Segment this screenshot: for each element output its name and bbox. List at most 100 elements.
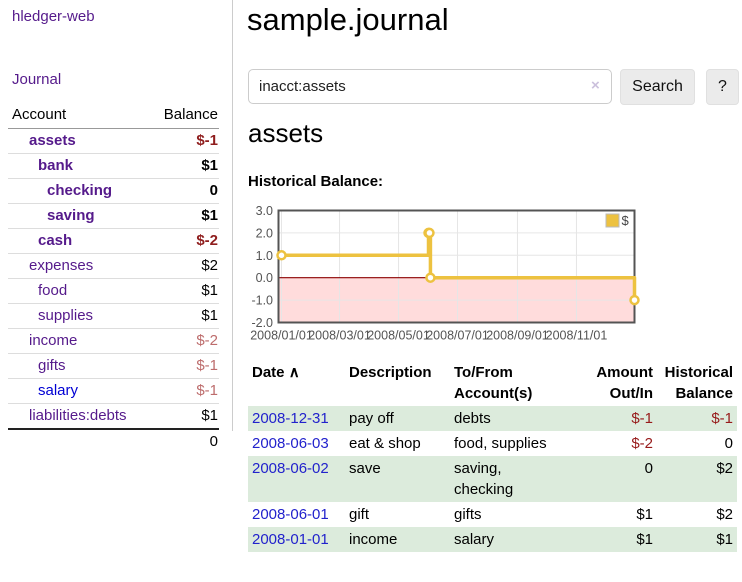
transaction-balance: 0 bbox=[724, 435, 733, 452]
account-balance: $2 bbox=[149, 253, 219, 279]
balance-chart: $3.0 2.0 1.0 0.0 -1.0 -2.02008/01/012008/03/0… bbox=[250, 204, 640, 343]
transaction-date-link[interactable]: 2008-06-03 bbox=[252, 435, 329, 452]
transaction-description: income bbox=[349, 531, 398, 548]
transaction-date-link[interactable]: 2008-06-01 bbox=[252, 506, 329, 523]
app-title-link[interactable]: hledger-web bbox=[12, 8, 95, 25]
account-tree-header-row: Account Balance bbox=[8, 103, 219, 129]
account-link[interactable]: saving bbox=[47, 207, 95, 224]
y-axis-tick-label: 0.0 bbox=[256, 271, 273, 285]
account-link[interactable]: assets bbox=[29, 132, 76, 149]
help-button[interactable]: ? bbox=[706, 69, 739, 105]
transaction-date-link[interactable]: 2008-12-31 bbox=[252, 410, 329, 427]
chart-title: Historical Balance: bbox=[248, 173, 384, 190]
transaction-accounts: gifts bbox=[454, 506, 482, 523]
account-balance: $1 bbox=[149, 278, 219, 304]
account-row: saving $1 bbox=[8, 203, 219, 229]
transaction-accounts: debts bbox=[454, 410, 491, 427]
sidebar-divider bbox=[232, 0, 233, 431]
transaction-accounts: food, supplies bbox=[454, 435, 547, 452]
register-row: 2008-06-02 save saving, checking 0 $2 bbox=[248, 456, 737, 502]
amount-column-header: Amount Out/In bbox=[596, 364, 653, 402]
x-axis-tick-label: 2008/03/01 bbox=[308, 329, 371, 343]
account-link[interactable]: food bbox=[38, 282, 68, 299]
balance-column-header-register: Historical Balance bbox=[664, 364, 733, 402]
x-axis-tick-label: 2008/01/01 bbox=[250, 329, 313, 343]
y-axis-tick-label: -2.0 bbox=[251, 316, 273, 330]
account-row: checking 0 bbox=[8, 178, 219, 204]
register-row: 2008-06-01 gift gifts $1 $2 bbox=[248, 502, 737, 527]
account-row: bank $1 bbox=[8, 153, 219, 179]
account-balance: $1 bbox=[149, 403, 219, 430]
account-balance: $-2 bbox=[149, 228, 219, 254]
transaction-date-link[interactable]: 2008-06-02 bbox=[252, 460, 329, 477]
register-row: 2008-06-03 eat & shop food, supplies $-2 0 bbox=[248, 431, 737, 456]
transaction-description: eat & shop bbox=[349, 435, 421, 452]
register-row: 2008-12-31 pay off debts $-1 $-1 bbox=[248, 406, 737, 431]
account-balance: $-1 bbox=[149, 378, 219, 404]
account-row: income $-2 bbox=[8, 328, 219, 354]
transaction-amount: 0 bbox=[644, 460, 653, 477]
transaction-balance: $1 bbox=[716, 531, 733, 548]
account-link[interactable]: gifts bbox=[38, 357, 66, 374]
account-link[interactable]: bank bbox=[38, 157, 74, 174]
x-axis-tick-label: 2008/11/01 bbox=[546, 329, 608, 343]
account-row: salary $-1 bbox=[8, 378, 219, 404]
account-link[interactable]: expenses bbox=[29, 257, 94, 274]
account-balance: $-1 bbox=[149, 128, 219, 154]
account-link[interactable]: salary bbox=[38, 382, 79, 399]
account-balance: $1 bbox=[149, 203, 219, 229]
transaction-balance: $2 bbox=[716, 460, 733, 477]
transaction-description: save bbox=[349, 460, 381, 477]
balance-column-header: Balance bbox=[149, 103, 219, 129]
page-title: sample.journal bbox=[247, 2, 449, 37]
transaction-date-link[interactable]: 2008-01-01 bbox=[252, 531, 329, 548]
register-header-row: Date ∧ Description To/From Account(s) Am… bbox=[248, 360, 737, 406]
transaction-amount: $1 bbox=[636, 531, 653, 548]
account-balance: $-1 bbox=[149, 353, 219, 379]
clear-search-icon[interactable]: × bbox=[591, 77, 600, 94]
account-row: liabilities:debts $1 bbox=[8, 403, 219, 430]
y-axis-tick-label: 1.0 bbox=[256, 249, 273, 263]
register-table: Date ∧ Description To/From Account(s) Am… bbox=[248, 360, 737, 552]
date-column-header[interactable]: Date ∧ bbox=[252, 364, 300, 381]
search-button[interactable]: Search bbox=[620, 69, 695, 105]
x-axis-tick-label: 2008/05/01 bbox=[367, 329, 430, 343]
account-row: gifts $-1 bbox=[8, 353, 219, 379]
sidebar-item-journal[interactable]: Journal bbox=[12, 71, 62, 88]
account-row: assets $-1 bbox=[8, 128, 219, 154]
account-tree-table: Account Balance assets $-1 bank $1 checking 0… bbox=[8, 103, 219, 453]
y-axis-tick-label: -1.0 bbox=[251, 294, 273, 308]
account-row: cash $-2 bbox=[8, 228, 219, 254]
account-total-balance: 0 bbox=[149, 428, 219, 453]
transaction-balance: $-1 bbox=[711, 410, 733, 427]
transaction-accounts: saving, checking bbox=[454, 460, 514, 498]
transaction-amount: $-2 bbox=[631, 435, 653, 452]
account-row: food $1 bbox=[8, 278, 219, 304]
y-axis-tick-label: 2.0 bbox=[256, 226, 273, 240]
account-link[interactable]: liabilities:debts bbox=[29, 407, 127, 424]
register-row: 2008-01-01 income salary $1 $1 bbox=[248, 527, 737, 552]
account-balance: $-2 bbox=[149, 328, 219, 354]
account-balance: 0 bbox=[149, 178, 219, 204]
account-column-header: Account bbox=[8, 103, 150, 129]
legend-swatch bbox=[605, 213, 620, 228]
account-link[interactable]: cash bbox=[38, 232, 73, 249]
account-balance: $1 bbox=[149, 153, 219, 179]
account-link[interactable]: checking bbox=[47, 182, 113, 199]
account-heading: assets bbox=[248, 118, 324, 148]
transaction-amount: $1 bbox=[636, 506, 653, 523]
transaction-amount: $-1 bbox=[631, 410, 653, 427]
search-input[interactable] bbox=[248, 69, 612, 104]
account-rows: assets $-1 bank $1 checking 0 saving $1 cash $-2 e… bbox=[8, 128, 219, 430]
transaction-description: pay off bbox=[349, 410, 394, 427]
y-axis-tick-label: 3.0 bbox=[256, 204, 273, 218]
x-axis-tick-label: 2008/09/01 bbox=[486, 329, 549, 343]
account-link[interactable]: supplies bbox=[38, 307, 94, 324]
transaction-balance: $2 bbox=[716, 506, 733, 523]
x-axis-tick-label: 2008/07/01 bbox=[426, 329, 489, 343]
account-link[interactable]: income bbox=[29, 332, 78, 349]
account-row: supplies $1 bbox=[8, 303, 219, 329]
accounts-column-header: To/From Account(s) bbox=[454, 364, 533, 402]
sort-ascending-icon: ∧ bbox=[288, 364, 300, 381]
